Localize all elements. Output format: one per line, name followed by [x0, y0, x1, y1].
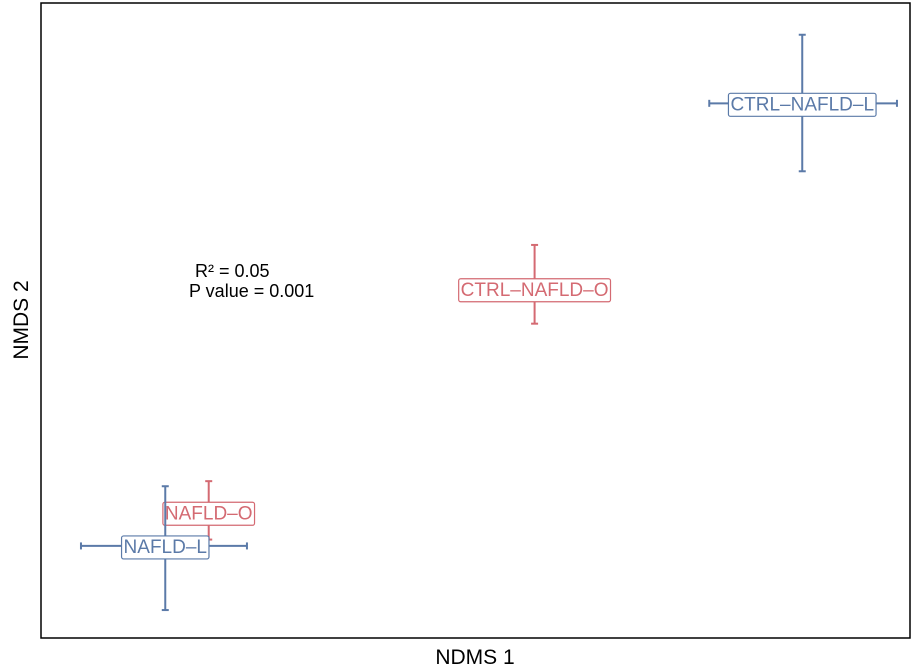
p-value-annotation: P value = 0.001 [189, 281, 314, 301]
label-box [458, 278, 612, 303]
group-label: CTRL–NAFLD–L [730, 94, 874, 115]
label-box [120, 535, 210, 560]
group-marker: NAFLD–L [79, 485, 248, 612]
label-box [162, 501, 256, 526]
group-label: NAFLD–L [124, 537, 207, 558]
group-markers-layer: CTRL–NAFLD–L CTRL–NAFLD–O NAFLD–O NAFLD–L [79, 33, 898, 612]
x-axis-label: NDMS 1 [435, 646, 514, 669]
y-axis-label: NMDS 2 [10, 280, 33, 359]
group-marker: CTRL–NAFLD–L [708, 33, 898, 173]
r-squared-annotation: R² = 0.05 [195, 261, 270, 281]
group-marker: NAFLD–O [162, 480, 256, 541]
label-box [727, 92, 877, 117]
group-label: CTRL–NAFLD–O [461, 280, 609, 301]
group-label: NAFLD–O [165, 503, 253, 524]
group-marker: CTRL–NAFLD–O [458, 243, 612, 325]
